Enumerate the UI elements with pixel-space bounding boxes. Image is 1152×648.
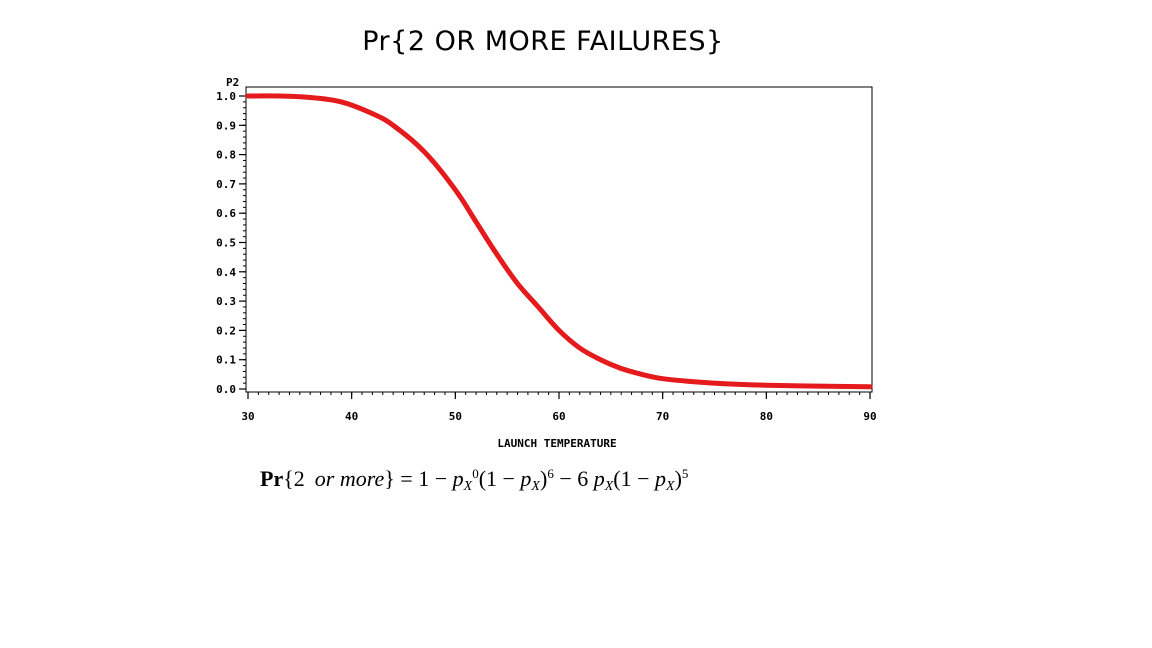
x-major-ticks: [247, 392, 871, 399]
formula-open: {2: [283, 466, 305, 491]
y-tick-label: 0.1: [216, 354, 236, 367]
formula-sub1: X: [463, 479, 473, 494]
x-tick-label: 90: [863, 410, 876, 423]
formula-sub4: X: [666, 479, 675, 494]
y-tick-label: 0.7: [216, 178, 236, 191]
y-tick-label: 0.4: [216, 266, 236, 279]
formula-p3: p: [593, 466, 605, 491]
plot-frame: [245, 86, 873, 393]
formula-close2: ): [674, 466, 682, 491]
formula-sup3: 5: [681, 466, 689, 481]
x-tick-labels: 30 40 50 60 70 80 90: [241, 410, 876, 423]
x-tick-label: 50: [449, 410, 462, 423]
formula-pr: Pr: [260, 466, 284, 491]
x-tick-label: 60: [552, 410, 565, 423]
formula-paren2: (1 −: [613, 466, 650, 491]
formula-sub3: X: [604, 479, 614, 494]
formula-sub2: X: [531, 479, 540, 494]
formula-sup2: 6: [547, 466, 554, 481]
x-axis-label: LAUNCH TEMPERATURE: [497, 437, 616, 450]
y-tick-label: 0.6: [216, 207, 236, 220]
formula-p4: p: [655, 466, 667, 491]
y-tick-label: 0.3: [216, 295, 236, 308]
formula-or: or: [314, 466, 335, 491]
y-tick-labels: 0.0 0.1 0.2 0.3 0.4 0.5 0.6 0.7 0.8 0.9 1.0: [216, 90, 236, 396]
formula-paren1: (1 −: [478, 466, 515, 491]
formula-p1: p: [452, 466, 464, 491]
y-tick-label: 0.5: [216, 237, 236, 250]
y-tick-label: 1.0: [216, 90, 236, 103]
formula-minus-six: − 6: [559, 466, 589, 491]
y-tick-label: 0.9: [216, 119, 236, 132]
formula-close: }: [384, 466, 395, 491]
y-tick-label: 0.0: [216, 383, 236, 396]
x-tick-label: 80: [760, 410, 773, 423]
y-major-ticks: [239, 95, 246, 390]
probability-formula: Pr{2 or more} = 1 − pX0(1 − pX)6 − 6 pX(1…: [260, 466, 688, 495]
formula-p2: p: [520, 466, 532, 491]
y-axis-label: P2: [226, 76, 239, 89]
x-tick-label: 30: [241, 410, 254, 423]
probability-curve: [245, 93, 873, 390]
formula-close1: ): [539, 466, 548, 491]
x-tick-label: 70: [656, 410, 669, 423]
y-tick-label: 0.8: [216, 149, 236, 162]
x-tick-label: 40: [345, 410, 358, 423]
y-tick-label: 0.2: [216, 324, 236, 337]
formula-equals: = 1 −: [400, 466, 448, 491]
formula-sup1: 0: [472, 466, 479, 481]
chart-title: Pr{2 OR MORE FAILURES}: [362, 26, 724, 57]
formula-more: more: [339, 466, 385, 491]
